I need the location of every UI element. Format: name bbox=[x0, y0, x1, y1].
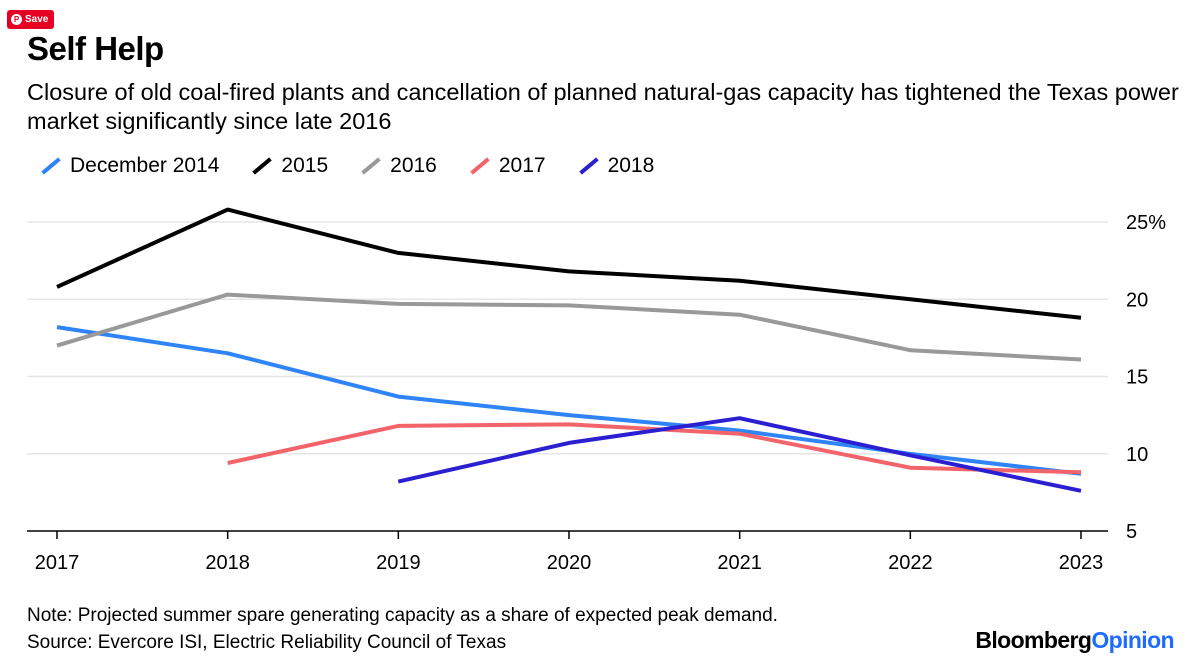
chart-subtitle: Closure of old coal-fired plants and can… bbox=[27, 79, 1179, 134]
legend-swatch bbox=[252, 157, 273, 175]
legend-item-2015: 2015 bbox=[251, 154, 328, 178]
series-line-2016 bbox=[56, 292, 1082, 362]
legend-item-2016: 2016 bbox=[360, 154, 437, 178]
series-line-december-2014 bbox=[56, 325, 1082, 476]
legend-swatch bbox=[41, 157, 61, 175]
y-tick-label: 10 bbox=[1126, 444, 1148, 466]
legend-swatch bbox=[361, 157, 381, 175]
y-tick-label: 25% bbox=[1126, 212, 1166, 234]
chart-title: Self Help bbox=[27, 30, 164, 67]
legend-label: 2017 bbox=[498, 154, 546, 177]
legend-label: 2018 bbox=[607, 154, 655, 177]
x-tick-label: 2020 bbox=[547, 552, 592, 574]
brand-main: Bloomberg bbox=[975, 627, 1092, 653]
legend-item-2017: 2017 bbox=[469, 154, 546, 178]
y-tick-label: 20 bbox=[1126, 289, 1148, 311]
legend: December 2014 2015 2016 2017 2018 bbox=[40, 154, 686, 178]
x-tick-label: 2021 bbox=[717, 552, 762, 574]
legend-item-december-2014: December 2014 bbox=[40, 154, 219, 178]
bloomberg-opinion-logo: BloombergOpinion bbox=[975, 627, 1174, 654]
x-tick-label: 2023 bbox=[1059, 552, 1104, 574]
pinterest-icon: P bbox=[11, 14, 22, 25]
y-tick-label: 15 bbox=[1126, 367, 1148, 389]
legend-item-2018: 2018 bbox=[578, 154, 655, 178]
footer-note: Note: Projected summer spare generating … bbox=[27, 602, 778, 656]
x-tick-label: 2017 bbox=[35, 552, 80, 574]
x-tick-label: 2022 bbox=[888, 552, 933, 574]
source-text: Source: Evercore ISI, Electric Reliabili… bbox=[27, 632, 507, 653]
legend-swatch bbox=[578, 157, 599, 175]
note-text: Note: Projected summer spare generating … bbox=[27, 605, 778, 626]
legend-label: 2016 bbox=[390, 154, 437, 177]
series-line-2015 bbox=[56, 207, 1082, 320]
legend-label: December 2014 bbox=[70, 154, 220, 177]
legend-swatch bbox=[470, 157, 490, 175]
save-button[interactable]: P Save bbox=[7, 10, 55, 29]
series-line-2018 bbox=[397, 416, 1082, 493]
save-button-label: Save bbox=[25, 14, 49, 25]
x-tick-label: 2018 bbox=[205, 552, 250, 574]
legend-label: 2015 bbox=[281, 154, 329, 177]
x-tick-label: 2019 bbox=[376, 552, 421, 574]
y-tick-label: 5 bbox=[1126, 521, 1137, 543]
brand-sub: Opinion bbox=[1091, 627, 1174, 653]
line-chart: 5 10 15 20 25% 2017 2018 2019 2020 2021 2022 2023 bbox=[27, 207, 1166, 574]
